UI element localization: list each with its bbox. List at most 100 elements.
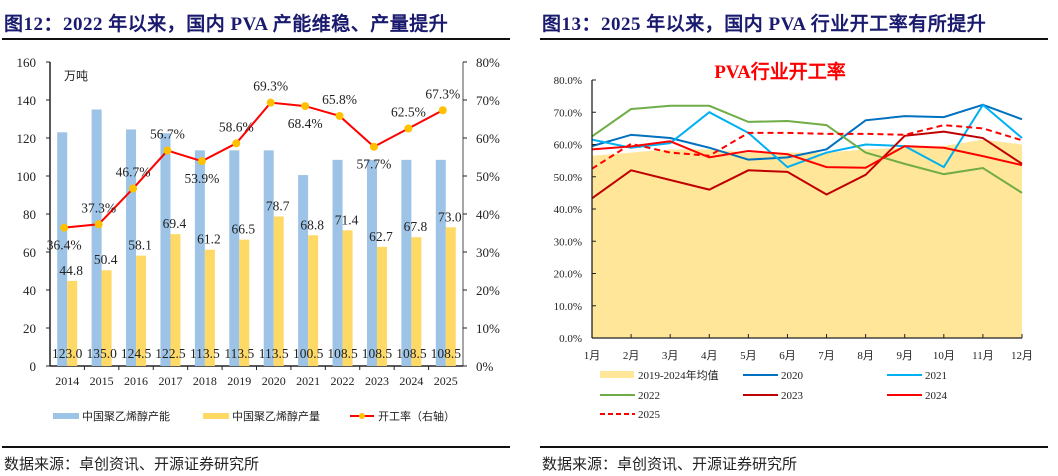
- left-figure-title: 图12：2022 年以来，国内 PVA 产能维稳、产量提升: [4, 14, 449, 35]
- series-line-2024: [591, 140, 1023, 169]
- capacity-data-label: 113.5: [190, 346, 220, 361]
- operating-rate-marker: [60, 223, 69, 232]
- x-tick-label: 2016: [124, 374, 148, 388]
- operating-rate-marker: [197, 157, 206, 166]
- capacity-data-label: 113.5: [259, 346, 289, 361]
- legend-rate-marker: [359, 413, 365, 419]
- left-y-tick-label: 80: [23, 207, 36, 222]
- operating-rate-marker: [404, 124, 413, 133]
- operating-rate-label: 62.5%: [391, 105, 426, 120]
- output-data-label: 73.0: [438, 209, 462, 224]
- legend-label-2023: 2023: [781, 390, 804, 402]
- capacity-bar: [435, 159, 446, 366]
- left-y-tick-label: 120: [17, 131, 37, 146]
- legend-swatch-2019-2024年均值: [600, 371, 634, 378]
- capacity-data-label: 124.5: [121, 346, 152, 361]
- x-tick-label: 2018: [193, 374, 217, 388]
- output-bar: [101, 270, 112, 366]
- capacity-bar: [401, 159, 412, 366]
- output-data-label: 62.7: [369, 229, 393, 244]
- y-tick-label: 60.0%: [554, 140, 582, 152]
- output-bar: [445, 227, 456, 366]
- x-tick-label: 11月: [972, 350, 994, 362]
- capacity-bar: [332, 159, 343, 366]
- output-data-label: 78.7: [266, 198, 290, 213]
- capacity-data-label: 122.5: [155, 346, 186, 361]
- operating-rate-label: 65.8%: [322, 92, 357, 107]
- left-y-tick-label: 100: [17, 169, 37, 184]
- operating-rate-label: 58.6%: [219, 119, 254, 134]
- x-tick-label: 2023: [365, 374, 389, 388]
- right-source-note: 数据来源：卓创资讯、开源证券研究所: [542, 457, 798, 473]
- x-tick-label: 2月: [623, 350, 640, 362]
- legend-label-2024: 2024: [925, 390, 948, 402]
- right-y-tick-label: 0%: [476, 359, 494, 374]
- capacity-data-label: 108.5: [431, 346, 462, 361]
- operating-rate-line: [64, 101, 444, 229]
- left-title-rule: [2, 38, 510, 40]
- x-tick-label: 2025: [434, 374, 458, 388]
- x-tick-label: 10月: [933, 350, 955, 362]
- operating-rate-label: 67.3%: [425, 86, 460, 101]
- output-data-label: 44.8: [59, 263, 83, 278]
- output-bar: [170, 234, 181, 366]
- capacity-bar: [229, 150, 240, 366]
- left-figure: 图12：2022 年以来，国内 PVA 产能维稳、产量提升 0 20 40 60 80 1…: [2, 14, 510, 473]
- x-tick-label: 2021: [296, 374, 320, 388]
- legend-output-swatch: [203, 413, 229, 419]
- x-tick-label: 2017: [158, 374, 182, 388]
- y-tick-label: 0.0%: [559, 333, 582, 345]
- left-source-rule: [2, 446, 510, 448]
- output-bar: [308, 235, 319, 366]
- capacity-data-label: 108.5: [396, 346, 427, 361]
- operating-rate-label: 46.7%: [116, 165, 151, 180]
- capacity-data-label: 123.0: [52, 346, 83, 361]
- output-data-label: 68.8: [300, 217, 324, 232]
- output-data-label: 66.5: [231, 222, 255, 237]
- operating-rate-marker: [335, 111, 344, 120]
- series-line-2025: [591, 124, 1023, 170]
- operating-rate-marker: [369, 142, 378, 151]
- capacity-output-chart: 0 20 40 60 80 100 120 140 160 0% 10% 20% 30% 40% 50% 60…: [17, 55, 501, 423]
- operating-rate-chart: PVA行业开工率 0.0% 10.0% 20.0% 30.0% 40.0% 50.0% 60.…: [554, 60, 1033, 421]
- series-line-2020: [591, 103, 1023, 161]
- output-bar: [376, 246, 387, 366]
- x-tick-label: 7月: [818, 350, 835, 362]
- right-source-rule: [540, 446, 1048, 448]
- capacity-data-label: 113.5: [224, 346, 254, 361]
- right-y-tick-label: 60%: [476, 131, 500, 146]
- x-tick-label: 6月: [779, 350, 796, 362]
- legend-label-2019-2024年均值: 2019-2024年均值: [638, 368, 719, 382]
- capacity-bar: [366, 159, 377, 366]
- output-bar: [67, 280, 78, 366]
- output-data-label: 71.4: [335, 212, 359, 227]
- x-tick-label: 2015: [90, 374, 114, 388]
- x-tick-label: 9月: [896, 350, 913, 362]
- capacity-bar: [91, 109, 102, 366]
- x-tick-label: 2019: [227, 374, 251, 388]
- right-y-tick-label: 30%: [476, 245, 500, 260]
- x-tick-label: 3月: [662, 350, 679, 362]
- legend-capacity-label: 中国聚乙烯醇产能: [82, 409, 170, 423]
- operating-rate-marker: [232, 139, 241, 148]
- operating-rate-label: 37.3%: [81, 200, 116, 215]
- capacity-bar: [126, 129, 137, 366]
- output-bar: [136, 255, 147, 366]
- left-y-tick-label: 0: [30, 359, 37, 374]
- x-tick-label: 12月: [1011, 350, 1033, 362]
- capacity-bar: [57, 132, 68, 366]
- right-title-rule: [540, 38, 1048, 40]
- capacity-data-label: 108.5: [327, 346, 358, 361]
- operating-rate-label: 68.4%: [288, 116, 323, 131]
- capacity-data-label: 135.0: [86, 346, 117, 361]
- unit-label: 万吨: [64, 69, 88, 83]
- left-y-tick-label: 20: [23, 321, 36, 336]
- capacity-bar: [194, 150, 205, 366]
- right-y-tick-label: 10%: [476, 321, 500, 336]
- operating-rate-marker: [438, 106, 447, 115]
- right-y-tick-label: 50%: [476, 169, 500, 184]
- right-y-tick-label: 80%: [476, 55, 500, 70]
- right-figure: 图13：2025 年以来，国内 PVA 行业开工率有所提升 PVA行业开工率 0.…: [530, 0, 1058, 476]
- output-data-label: 61.2: [197, 232, 221, 247]
- capacity-bar: [160, 133, 171, 366]
